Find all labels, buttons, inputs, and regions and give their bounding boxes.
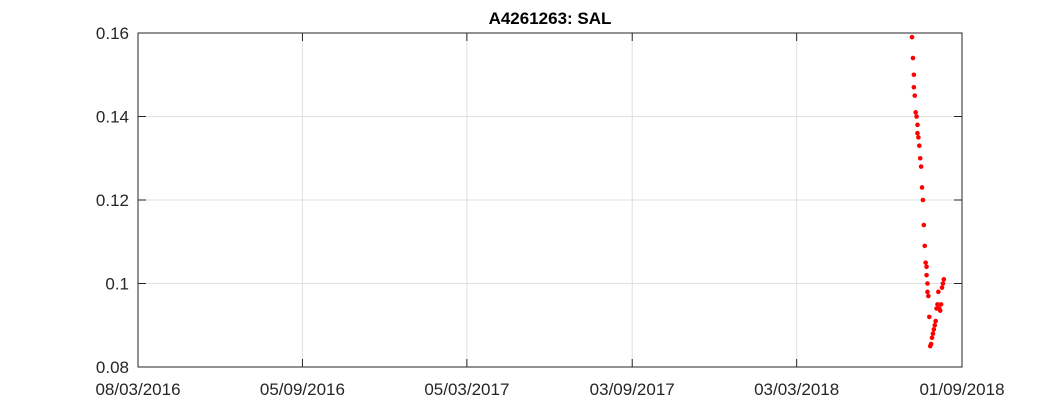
data-point <box>940 281 946 286</box>
data-point <box>912 93 918 98</box>
data-point <box>928 341 934 347</box>
data-point <box>920 197 926 203</box>
x-axis: 08/03/2016 05/09/2016 05/03/2017 03/09/2017… <box>95 33 1005 399</box>
y-tick-label: 0.1 <box>105 275 129 294</box>
data-point <box>930 331 936 336</box>
data-point <box>926 293 931 299</box>
data-point <box>939 285 945 290</box>
x-tick-label: 05/09/2016 <box>260 380 345 399</box>
data-point <box>931 327 937 332</box>
data-point <box>918 164 924 169</box>
data-point <box>925 289 930 295</box>
data-point <box>914 114 919 119</box>
data-point <box>937 308 943 313</box>
data-point <box>923 260 928 265</box>
x-tick-label: 03/09/2017 <box>590 380 675 399</box>
data-point <box>924 272 929 278</box>
data-point <box>932 322 938 328</box>
data-point <box>935 302 940 307</box>
y-tick-label: 0.16 <box>96 24 129 43</box>
data-point <box>910 55 916 61</box>
x-tick-label: 03/03/2018 <box>754 380 839 399</box>
data-point <box>922 243 928 249</box>
y-tick-label: 0.08 <box>96 358 129 377</box>
x-tick-label: 05/03/2017 <box>424 380 509 399</box>
y-axis: 0.08 0.1 0.12 0.14 0.16 <box>96 24 962 377</box>
y-tick-label: 0.12 <box>96 191 129 210</box>
data-point <box>929 335 935 341</box>
data-point <box>913 110 918 115</box>
data-point <box>917 143 922 149</box>
data-point <box>917 155 923 161</box>
x-tick-label: 01/09/2018 <box>919 380 1004 399</box>
data-point <box>919 185 925 190</box>
data-point <box>938 302 944 307</box>
grid <box>137 32 963 368</box>
data-point <box>921 222 927 228</box>
data-point <box>915 122 920 128</box>
data-point <box>915 130 920 136</box>
y-tick-label: 0.14 <box>96 108 129 127</box>
data-point <box>925 281 930 286</box>
data-point <box>933 318 938 324</box>
data-point <box>941 277 947 282</box>
data-points <box>909 34 947 349</box>
data-point <box>909 34 915 40</box>
x-tick-label: 08/03/2016 <box>95 380 180 399</box>
chart-title: A4261263: SAL <box>489 9 612 28</box>
data-point <box>916 135 921 140</box>
data-point <box>924 264 929 270</box>
data-point <box>911 72 917 78</box>
data-point <box>936 289 941 295</box>
data-point <box>911 84 917 90</box>
data-point <box>926 314 932 320</box>
